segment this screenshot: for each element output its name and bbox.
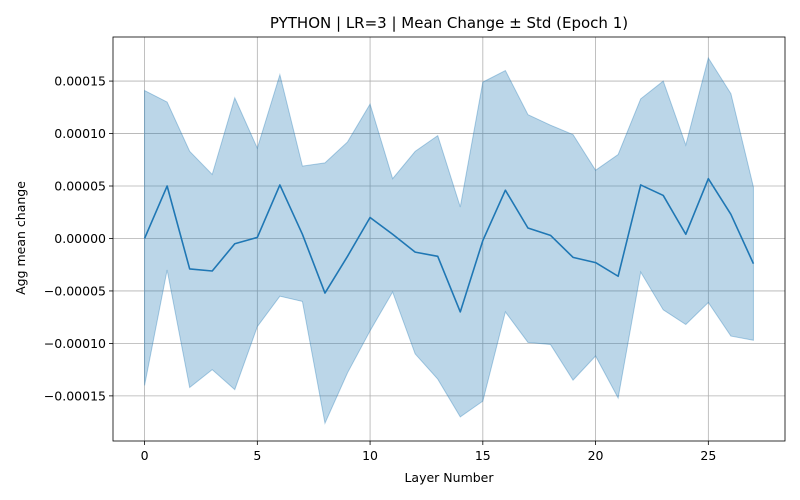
mean-line-path	[143, 177, 755, 313]
x-axis-label: Layer Number	[404, 470, 494, 485]
std-band-area	[144, 56, 754, 425]
chart-title: PYTHON | LR=3 | Mean Change ± Std (Epoch…	[270, 14, 628, 32]
y-axis-label: Agg mean change	[13, 181, 28, 295]
x-tick-label: 20	[588, 448, 604, 463]
grid	[113, 37, 785, 441]
y-tick-label: 0.00015	[54, 74, 106, 89]
y-tick-label: −0.00015	[44, 388, 106, 403]
std-band	[144, 56, 754, 425]
x-tick-label: 10	[362, 448, 378, 463]
x-tick-label: 15	[475, 448, 491, 463]
y-tick-label: 0.00005	[54, 179, 106, 194]
y-tick-label: 0.00000	[54, 231, 106, 246]
y-tick-label: 0.00010	[54, 126, 106, 141]
x-tick-label: 0	[141, 448, 149, 463]
y-tick-label: −0.00005	[44, 283, 106, 298]
mean-line	[143, 177, 755, 313]
y-tick-label: −0.00010	[44, 336, 106, 351]
plot-frame	[112, 36, 786, 442]
x-axis-ticks: 0 5 10 15 20 25	[141, 441, 716, 463]
x-tick-label: 25	[700, 448, 716, 463]
x-tick-label: 5	[253, 448, 261, 463]
y-axis-ticks: −0.00015 −0.00010 −0.00005 0.00000 0.00005 0.…	[44, 74, 113, 403]
